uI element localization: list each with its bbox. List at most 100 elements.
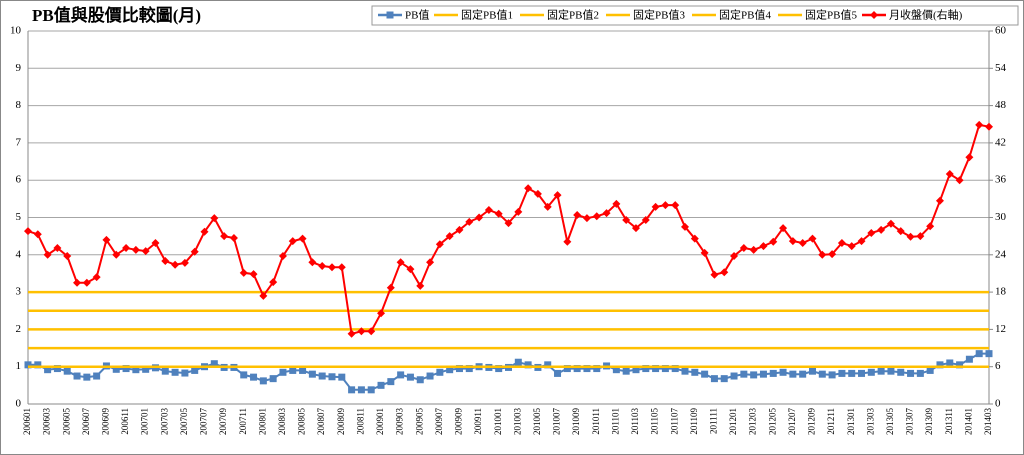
point xyxy=(259,377,267,385)
x-tick-label: 200807 xyxy=(316,408,326,436)
point xyxy=(818,250,827,259)
point xyxy=(779,368,787,376)
point xyxy=(249,270,258,279)
legend-label: 月收盤價(右軸) xyxy=(889,8,963,22)
y-tick-label: 4 xyxy=(16,248,22,260)
point xyxy=(985,350,993,358)
point xyxy=(524,361,532,369)
x-tick-label: 200705 xyxy=(179,408,189,436)
point xyxy=(533,189,542,198)
y-tick-label: 6 xyxy=(16,174,22,186)
x-tick-label: 200905 xyxy=(414,408,424,436)
point xyxy=(789,370,797,378)
point xyxy=(583,365,591,373)
point xyxy=(82,278,91,287)
point xyxy=(436,368,444,376)
chart-title: PB值與股價比較圖(月) xyxy=(32,5,201,25)
point xyxy=(34,361,42,369)
point xyxy=(465,365,473,373)
y2-tick-label: 54 xyxy=(995,62,1007,74)
point xyxy=(102,235,111,244)
point xyxy=(769,237,778,246)
x-tick-label: 201305 xyxy=(885,408,895,436)
x-tick-label: 201201 xyxy=(728,408,738,435)
y2-tick-label: 12 xyxy=(995,323,1006,335)
point xyxy=(426,372,434,380)
point xyxy=(308,258,317,267)
y2-tick-label: 42 xyxy=(995,136,1006,148)
point xyxy=(406,265,415,274)
x-tick-label: 200801 xyxy=(257,408,267,435)
point xyxy=(779,224,788,233)
point xyxy=(916,369,924,377)
legend-label: 固定PB值2 xyxy=(547,8,599,22)
point xyxy=(671,365,679,373)
point xyxy=(504,219,513,228)
x-tick-label: 200907 xyxy=(434,408,444,436)
x-tick-label: 200701 xyxy=(140,408,150,435)
point xyxy=(691,368,699,376)
x-tick-label: 200809 xyxy=(336,408,346,436)
point xyxy=(357,386,365,394)
point xyxy=(543,202,552,211)
x-tick-label: 201205 xyxy=(767,408,777,436)
legend-label: 固定PB值1 xyxy=(461,8,513,22)
point xyxy=(495,365,503,373)
x-tick-label: 201309 xyxy=(924,408,934,436)
point xyxy=(651,202,660,211)
point xyxy=(180,258,189,267)
point xyxy=(916,232,925,241)
x-tick-label: 201109 xyxy=(689,408,699,435)
y-tick-label: 7 xyxy=(16,136,22,148)
point xyxy=(720,375,728,383)
point xyxy=(43,250,52,259)
point xyxy=(161,257,170,266)
point xyxy=(357,327,366,336)
point xyxy=(240,371,248,379)
point xyxy=(837,238,846,247)
point xyxy=(63,367,71,375)
point xyxy=(269,278,278,287)
point xyxy=(171,260,180,269)
point xyxy=(631,224,640,233)
point xyxy=(446,366,454,374)
point xyxy=(328,373,336,381)
point xyxy=(318,261,327,270)
point xyxy=(955,176,964,185)
x-tick-label: 200601 xyxy=(22,408,32,435)
point xyxy=(141,247,150,256)
point xyxy=(278,252,287,261)
point xyxy=(965,153,974,162)
point xyxy=(220,232,229,241)
point xyxy=(554,369,562,377)
point xyxy=(93,372,101,380)
point xyxy=(122,365,130,373)
x-tick-label: 200611 xyxy=(120,408,130,435)
point xyxy=(387,378,395,386)
point xyxy=(475,213,484,222)
point xyxy=(288,237,297,246)
point xyxy=(700,248,709,257)
point xyxy=(730,252,739,261)
point xyxy=(132,366,140,374)
point xyxy=(406,373,414,381)
point xyxy=(975,350,983,358)
point xyxy=(681,222,690,231)
point xyxy=(710,270,719,279)
point xyxy=(112,250,121,259)
point xyxy=(24,227,32,236)
x-tick-label: 200805 xyxy=(297,408,307,436)
legend-label: 固定PB值4 xyxy=(719,8,771,22)
point xyxy=(44,366,52,374)
point xyxy=(592,212,601,221)
point xyxy=(544,361,552,369)
x-tick-label: 201403 xyxy=(983,408,993,436)
point xyxy=(652,365,660,373)
point xyxy=(935,196,944,205)
point xyxy=(367,386,375,394)
point xyxy=(798,238,807,247)
point xyxy=(553,191,562,200)
point xyxy=(250,373,258,381)
point xyxy=(445,232,454,241)
point xyxy=(671,201,680,210)
